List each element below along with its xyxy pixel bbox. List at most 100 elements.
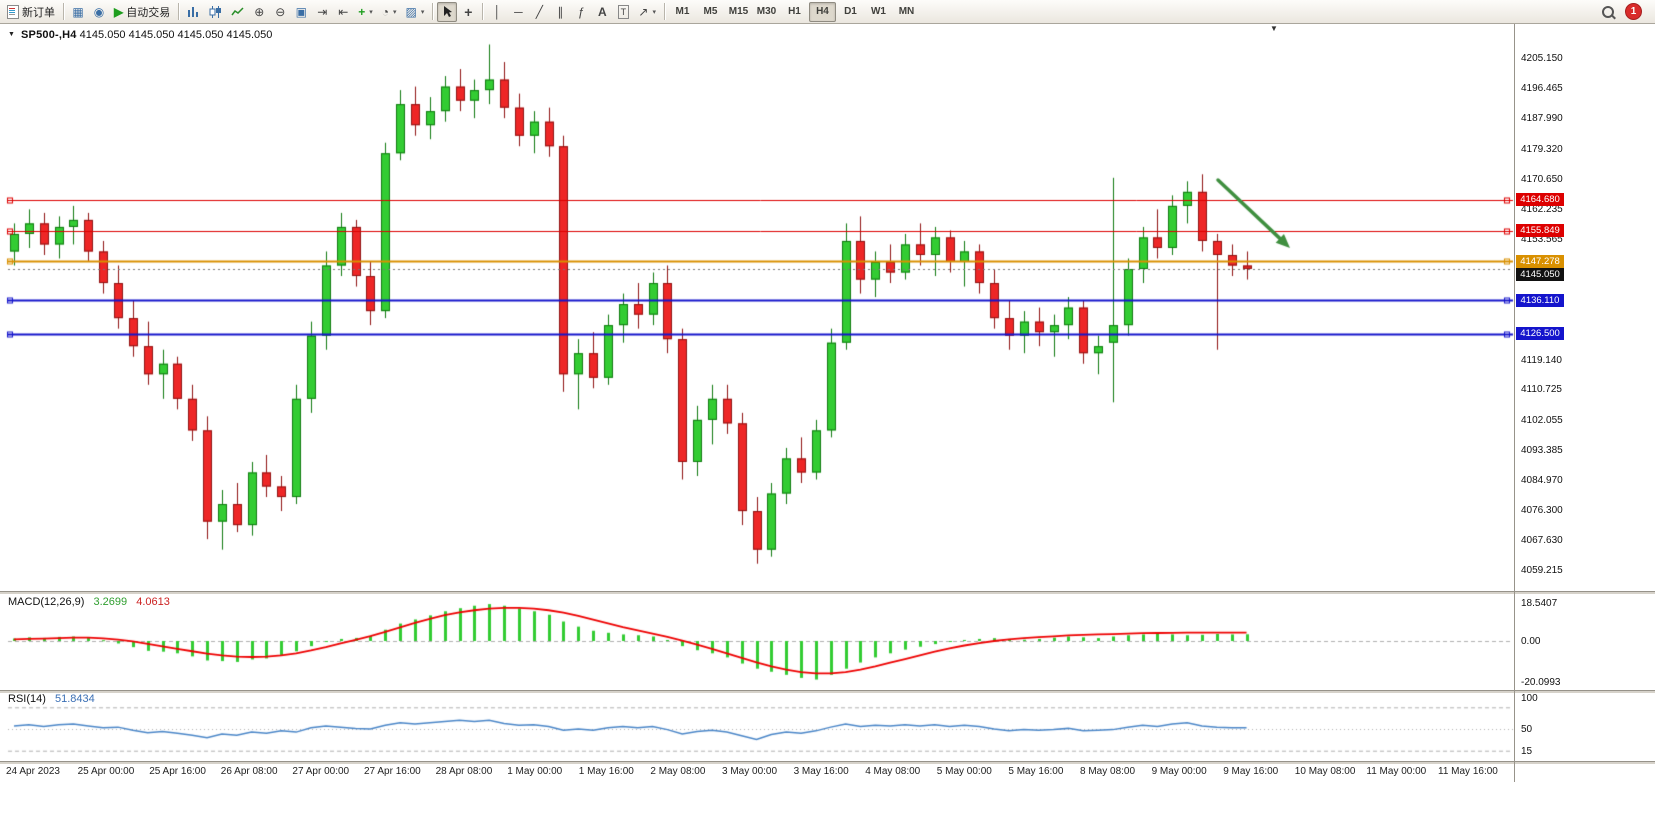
toolbar-separator xyxy=(663,3,665,20)
macd-signal-value: 4.0613 xyxy=(136,596,170,608)
new-order-label: 新订单 xyxy=(22,6,55,19)
timeframe-m1[interactable]: M1 xyxy=(675,6,690,17)
toolbar-separator xyxy=(482,3,484,20)
auto-scroll-icon: ⇥ xyxy=(317,4,328,19)
fibonacci-button[interactable]: ƒ xyxy=(571,2,591,22)
add-indicator-icon: + xyxy=(358,4,366,19)
time-axis-label: 26 Apr 08:00 xyxy=(220,766,278,777)
price-axis-label: 4205.150 xyxy=(1521,53,1563,64)
trendline-icon: ╱ xyxy=(535,4,543,19)
template-button[interactable]: ▨ ▾ xyxy=(402,2,429,22)
rsi-name: RSI xyxy=(8,693,27,705)
rs-axis-label: 15 xyxy=(1521,745,1533,757)
notification-badge[interactable]: 1 xyxy=(1625,3,1642,20)
price-line-badge: 4126.500 xyxy=(1516,327,1564,341)
pane-separator[interactable] xyxy=(0,690,1655,693)
trendline-button[interactable]: ╱ xyxy=(529,2,549,22)
chart-shift-marker[interactable]: ▼ xyxy=(1270,24,1278,33)
bars-chart-button[interactable] xyxy=(183,2,204,22)
candles-chart-button[interactable] xyxy=(205,2,226,22)
timeframe-m5[interactable]: M5 xyxy=(703,6,718,17)
price-axis-label: 4067.630 xyxy=(1521,535,1563,547)
price-axis-label: 4153.565 xyxy=(1521,233,1563,245)
time-axis-label: 28 Apr 08:00 xyxy=(435,766,493,777)
channel-button[interactable]: ∥ xyxy=(550,2,570,22)
horizontal-line-button[interactable]: ─ xyxy=(508,2,528,22)
timeframe-m30[interactable]: M30 xyxy=(756,6,777,17)
price-axis-label: 4187.990 xyxy=(1521,113,1563,125)
label-icon: T xyxy=(617,4,630,19)
tile-windows-icon: ▣ xyxy=(295,4,307,19)
auto-trading-button[interactable]: ▶ 自动交易 xyxy=(110,2,174,22)
arrows-button[interactable]: ↗ ▾ xyxy=(634,2,660,22)
price-line-badge: 4136.110 xyxy=(1516,293,1564,307)
crosshair-icon: + xyxy=(464,3,473,20)
navigator-button[interactable]: ◉ xyxy=(89,2,109,22)
time-axis-label: 11 May 16:00 xyxy=(1438,766,1498,777)
auto-trading-play-icon: ▶ xyxy=(114,4,124,19)
time-axis-label: 8 May 08:00 xyxy=(1080,766,1136,777)
market-watch-button[interactable]: ▦ xyxy=(68,2,88,22)
time-axis-label: 3 May 16:00 xyxy=(793,766,849,777)
timeframe-h4[interactable]: H4 xyxy=(808,1,836,22)
chevron-down-icon: ▾ xyxy=(393,8,397,16)
cursor-button[interactable] xyxy=(437,1,458,22)
zoom-in-button[interactable]: ⊕ xyxy=(249,2,269,22)
text-button[interactable]: A xyxy=(592,2,612,22)
macd-value: 3.2699 xyxy=(93,596,128,608)
time-axis-label: 25 Apr 16:00 xyxy=(149,766,206,777)
timeframe-group: M1 M5 M15 M30 H1 H4 D1 W1 MN xyxy=(669,1,920,22)
time-axis-label: 1 May 16:00 xyxy=(578,766,634,777)
chart-shift-button[interactable]: ⇤ xyxy=(333,2,353,22)
tile-windows-button[interactable]: ▣ xyxy=(291,2,311,22)
fibonacci-icon: ƒ xyxy=(578,4,585,19)
pane-separator[interactable] xyxy=(0,761,1655,764)
time-axis-label: 9 May 00:00 xyxy=(1151,766,1207,777)
timeframe-w1[interactable]: W1 xyxy=(870,6,886,17)
price-axis-label: 4162.235 xyxy=(1521,203,1563,215)
timeframe-d1[interactable]: D1 xyxy=(844,6,857,17)
auto-scroll-button[interactable]: ⇥ xyxy=(312,2,332,22)
price-line-badge: 4147.278 xyxy=(1516,254,1564,268)
price-chart-canvas[interactable] xyxy=(0,24,1515,782)
time-axis-label: 24 Apr 2023 xyxy=(6,766,60,777)
time-axis[interactable]: 24 Apr 2023 25 Apr 00:00 25 Apr 16:00 26 Ap… xyxy=(0,764,1515,784)
time-axis-label: 3 May 00:00 xyxy=(722,766,778,777)
bars-chart-icon xyxy=(188,6,199,17)
time-axis-label: 4 May 08:00 xyxy=(865,766,921,777)
navigator-icon: ◉ xyxy=(93,4,105,19)
price-axis-label: 4110.725 xyxy=(1521,384,1562,396)
symbol-dropdown-icon[interactable]: ▼ xyxy=(8,31,15,38)
price-axis-label: 4076.300 xyxy=(1521,505,1563,517)
time-axis-label: 1 May 00:00 xyxy=(507,766,563,777)
line-chart-icon xyxy=(231,6,244,15)
label-button[interactable]: T xyxy=(613,2,633,22)
pane-separator[interactable] xyxy=(0,591,1655,594)
toolbar-separator xyxy=(63,3,64,20)
crosshair-button[interactable]: + xyxy=(458,2,478,22)
add-indicator-button[interactable]: + ▾ xyxy=(354,2,377,22)
zoom-out-icon: ⊖ xyxy=(275,4,286,19)
price-line-badge: 4164.680 xyxy=(1516,193,1564,207)
timeframe-h1[interactable]: H1 xyxy=(788,6,801,17)
cursor-icon xyxy=(443,6,452,17)
price-axis-label: 4196.465 xyxy=(1521,83,1563,95)
main-toolbar: 新订单 ▦ ◉ ▶ 自动交易 ⊕ ⊖ ▣ ⇥ ⇤ + ▾ ◔ ▾ ▨ xyxy=(0,0,1655,24)
symbol-search-button[interactable] xyxy=(1598,2,1618,22)
new-order-button[interactable]: 新订单 xyxy=(3,2,59,22)
line-chart-button[interactable] xyxy=(227,2,248,22)
auto-trading-label: 自动交易 xyxy=(126,6,171,19)
ohlc-values: 4145.050 4145.050 4145.050 4145.050 xyxy=(79,29,273,41)
macd-name: MACD xyxy=(8,596,41,608)
timeframe-mn[interactable]: MN xyxy=(898,6,915,17)
timeframe-m15[interactable]: M15 xyxy=(728,6,749,17)
period-selector-button[interactable]: ◔ ▾ xyxy=(378,2,401,22)
current-price-badge: 4145.050 xyxy=(1516,267,1564,281)
zoom-out-button[interactable]: ⊖ xyxy=(270,2,290,22)
vertical-line-button[interactable]: │ xyxy=(487,2,507,22)
price-axis-label: 4170.650 xyxy=(1521,174,1563,186)
rsi-params: (14) xyxy=(26,693,46,705)
price-scale[interactable]: 4205.150 4196.465 4187.990 4179.320 4170.650… xyxy=(1515,24,1655,782)
macd-params: (12,26,9) xyxy=(40,596,85,608)
time-axis-label: 11 May 00:00 xyxy=(1366,766,1427,777)
